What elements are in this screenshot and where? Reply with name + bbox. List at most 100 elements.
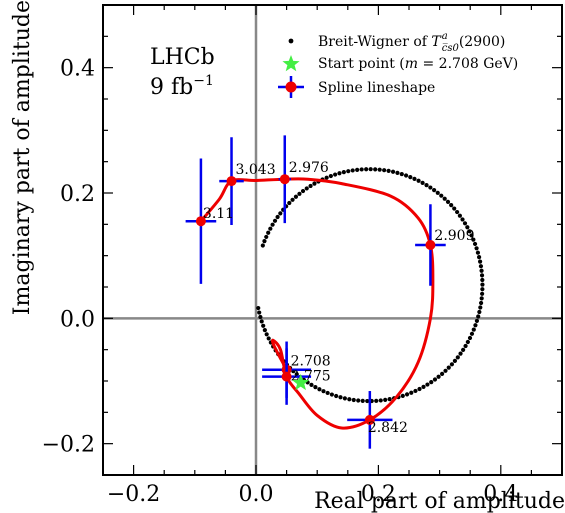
breit-wigner-point — [408, 174, 413, 180]
legend-bw-sub: c̅s0 — [442, 43, 460, 54]
breit-wigner-point — [452, 206, 457, 211]
breit-wigner-point — [478, 264, 484, 269]
mass-label: 2.909 — [434, 228, 474, 244]
breit-wigner-point — [260, 243, 265, 248]
breit-wigner-point — [377, 167, 382, 172]
legend-bw-symbol: T — [431, 34, 442, 50]
breit-wigner-point — [475, 250, 481, 255]
breit-wigner-point — [297, 191, 302, 196]
breit-wigner-point — [341, 170, 346, 175]
breit-wigner-point — [304, 186, 309, 191]
breit-wigner-point — [409, 390, 414, 395]
breit-wigner-point — [399, 171, 404, 177]
breit-wigner-point — [334, 393, 339, 399]
breit-wigner-point — [266, 230, 271, 235]
breit-wigner-point — [449, 203, 454, 208]
breit-wigner-point — [360, 398, 365, 403]
breit-wigner-point — [467, 335, 473, 341]
mass-label: 2.842 — [368, 420, 408, 436]
breit-wigner-point — [321, 389, 326, 394]
breit-wigner-point — [455, 355, 460, 360]
breit-wigner-point — [317, 387, 322, 392]
breit-wigner-point — [359, 167, 364, 172]
breit-wigner-point — [458, 351, 463, 356]
breit-wigner-point — [256, 305, 261, 311]
breit-wigner-point — [480, 287, 485, 292]
breit-wigner-point — [309, 382, 314, 387]
breit-wigner-point — [421, 384, 426, 389]
y-axis-label: Imaginary part of amplitude — [10, 0, 35, 315]
breit-wigner-point — [463, 343, 468, 349]
breit-wigner-point — [346, 169, 351, 174]
breit-wigner-point — [257, 310, 262, 315]
breit-wigner-point — [313, 385, 318, 390]
breit-wigner-point — [472, 241, 478, 247]
breit-wigner-point — [329, 392, 334, 397]
breit-wigner-point — [337, 171, 342, 176]
spline-point-group — [347, 391, 393, 449]
spline-point-marker — [281, 371, 292, 382]
breit-wigner-point — [424, 183, 429, 188]
breit-wigner-point — [432, 188, 437, 193]
start-point-star — [292, 373, 310, 391]
breit-wigner-point — [312, 181, 317, 186]
breit-wigner-point — [476, 314, 481, 319]
breit-wigner-point — [351, 397, 356, 403]
breit-wigner-point — [338, 395, 343, 400]
spline-point-marker — [195, 216, 206, 227]
breit-wigner-point — [435, 190, 440, 195]
luminosity-label: 9 fb−1 — [150, 73, 214, 100]
breit-wigner-point — [365, 398, 370, 404]
spline-point-group — [415, 204, 446, 286]
breit-wigner-point — [477, 309, 482, 315]
legend-start-prefix: Start point ( — [318, 56, 405, 72]
breit-wigner-point — [266, 336, 271, 341]
breit-wigner-point — [287, 200, 292, 206]
breit-wigner-point — [429, 380, 434, 385]
breit-wigner-point — [478, 300, 484, 306]
breit-wigner-point — [480, 282, 485, 287]
legend-spline-label: Spline lineshape — [318, 80, 435, 96]
axes-border — [102, 4, 563, 476]
breit-wigner-point — [413, 388, 418, 394]
breit-wigner-point — [446, 365, 451, 370]
y-tick-label: 0.0 — [60, 307, 95, 332]
breit-wigner-point — [347, 397, 352, 402]
legend: Breit-Wigner of Ta c̅s0(2900) Start point… — [278, 31, 518, 98]
breit-wigner-point — [425, 382, 430, 387]
breit-wigner-point — [474, 318, 480, 324]
breit-wigner-point — [417, 386, 422, 392]
breit-wigner-point — [478, 259, 483, 264]
breit-wigner-point — [350, 168, 355, 173]
breit-wigner-point — [261, 323, 266, 328]
breit-wigner-point — [479, 296, 484, 301]
breit-wigner-point — [259, 319, 264, 324]
breit-wigner-point — [452, 358, 458, 363]
breit-wigner-point — [387, 397, 392, 402]
breit-wigner-point — [473, 323, 478, 328]
breit-wigner-point — [356, 398, 361, 403]
breit-wigner-point — [308, 183, 313, 189]
x-tick-label: −0.2 — [107, 482, 160, 507]
legend-start-point-label: Start point (m = 2.708 GeV) — [318, 56, 518, 72]
y-tick-label: −0.2 — [42, 433, 95, 458]
breit-wigner-point — [262, 327, 267, 333]
breit-wigner-point — [293, 194, 299, 199]
spline-point-marker — [425, 240, 436, 251]
breit-wigner-point — [455, 209, 460, 215]
breit-wigner-point — [471, 327, 476, 332]
breit-wigner-point — [457, 213, 462, 218]
breit-wigner-point — [390, 169, 396, 174]
spline-point-marker — [279, 174, 290, 185]
x-tick-label: 0.4 — [483, 482, 518, 507]
breit-wigner-point — [479, 273, 485, 278]
spline-point-marker — [364, 414, 375, 425]
breit-wigner-point — [324, 175, 329, 180]
mass-label: 3.043 — [236, 162, 276, 178]
breit-wigner-point — [355, 167, 360, 172]
breit-wigner-point — [258, 314, 263, 320]
x-tick-label: 0.2 — [361, 482, 396, 507]
breit-wigner-point — [400, 393, 405, 398]
breit-wigner-point — [403, 173, 409, 178]
